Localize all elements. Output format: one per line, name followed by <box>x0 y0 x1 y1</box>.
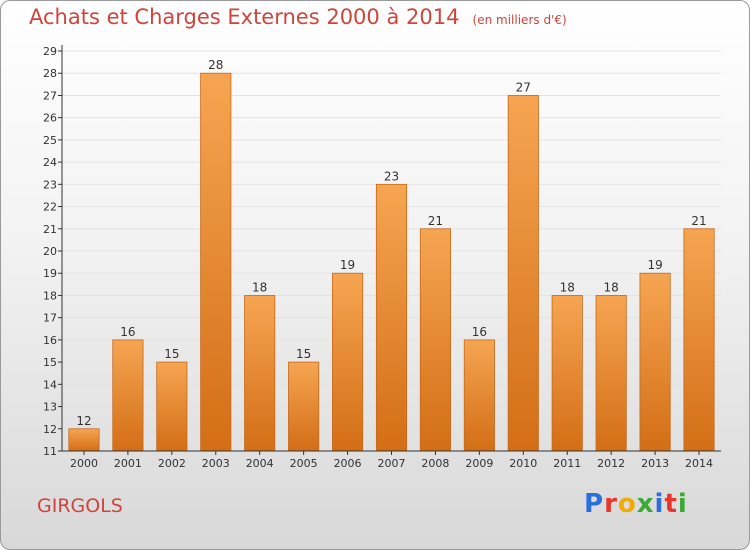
data-label: 16 <box>120 325 135 339</box>
x-tick-label: 2012 <box>597 457 625 470</box>
y-tick-label: 26 <box>43 112 57 125</box>
x-tick-label: 2000 <box>70 457 98 470</box>
bar <box>332 272 364 452</box>
data-label: 28 <box>208 58 223 72</box>
y-tick-label: 29 <box>43 45 57 58</box>
y-tick-label: 25 <box>43 134 57 147</box>
y-tick-label: 27 <box>43 89 57 102</box>
data-label: 18 <box>252 280 267 294</box>
bar <box>375 183 408 452</box>
chart-title-text: Achats et Charges Externes 2000 à 2014 <box>29 5 460 29</box>
bar <box>244 295 276 452</box>
x-tick-label: 2009 <box>465 457 493 470</box>
logo-letter: t <box>664 489 678 519</box>
x-tick-label: 2003 <box>202 457 230 470</box>
data-label: 21 <box>428 214 443 228</box>
y-tick-label: 23 <box>43 178 57 191</box>
y-tick-label: 16 <box>43 334 57 347</box>
x-tick-label: 2005 <box>290 457 318 470</box>
bar <box>463 339 495 452</box>
x-tick-label: 2010 <box>509 457 537 470</box>
logo-letter: P <box>584 489 605 519</box>
y-tick-label: 15 <box>43 356 57 369</box>
x-tick-label: 2014 <box>685 457 713 470</box>
chart-unit-label: (en milliers d'€) <box>472 13 567 27</box>
y-tick-label: 24 <box>43 156 57 169</box>
labels: 11 12 13 14 15 16 17 18 19 20 21 22 23 24 25 26 27 28 29 12… <box>43 45 713 470</box>
bar <box>419 228 451 452</box>
logo-letter: i <box>677 489 688 519</box>
x-tick-label: 2007 <box>378 457 406 470</box>
proxiti-logo: Proxiti <box>584 489 688 519</box>
bar <box>595 295 627 452</box>
y-tick-label: 22 <box>43 201 57 214</box>
data-label: 15 <box>164 347 179 361</box>
chart-title: Achats et Charges Externes 2000 à 2014 (… <box>29 5 567 29</box>
axes <box>58 45 721 455</box>
x-tick-label: 2008 <box>421 457 449 470</box>
bar <box>551 295 583 452</box>
x-tick-label: 2013 <box>641 457 669 470</box>
bar <box>288 361 320 452</box>
data-label: 21 <box>691 214 706 228</box>
data-label: 12 <box>76 414 91 428</box>
commune-name: GIRGOLS <box>37 495 123 517</box>
x-tick-label: 2011 <box>553 457 581 470</box>
y-tick-label: 20 <box>43 245 57 258</box>
data-label: 23 <box>384 169 399 183</box>
logo-letter: i <box>654 489 665 519</box>
y-tick-label: 21 <box>43 223 57 236</box>
logo-letter: x <box>636 489 655 519</box>
data-label: 19 <box>340 258 355 272</box>
logo-letter: r <box>604 489 618 519</box>
y-tick-label: 14 <box>43 378 57 391</box>
x-tick-label: 2001 <box>114 457 142 470</box>
bar <box>683 228 715 452</box>
y-tick-label: 18 <box>43 289 57 302</box>
bar <box>156 361 188 452</box>
bar <box>68 428 100 452</box>
bars <box>68 72 715 452</box>
y-tick-label: 11 <box>43 445 57 458</box>
data-label: 16 <box>472 325 487 339</box>
x-tick-label: 2006 <box>334 457 362 470</box>
bar <box>639 272 671 452</box>
y-tick-label: 13 <box>43 401 57 414</box>
x-tick-label: 2002 <box>158 457 186 470</box>
data-label: 18 <box>604 280 619 294</box>
data-label: 15 <box>296 347 311 361</box>
bar <box>112 339 144 452</box>
y-tick-label: 12 <box>43 423 57 436</box>
bar <box>200 72 232 452</box>
x-tick-label: 2004 <box>246 457 274 470</box>
logo-letter: o <box>617 489 637 519</box>
data-label: 19 <box>647 258 662 272</box>
bar <box>507 95 539 452</box>
data-label: 18 <box>560 280 575 294</box>
y-tick-label: 28 <box>43 67 57 80</box>
data-label: 27 <box>516 80 531 94</box>
y-tick-label: 17 <box>43 312 57 325</box>
y-tick-label: 19 <box>43 267 57 280</box>
